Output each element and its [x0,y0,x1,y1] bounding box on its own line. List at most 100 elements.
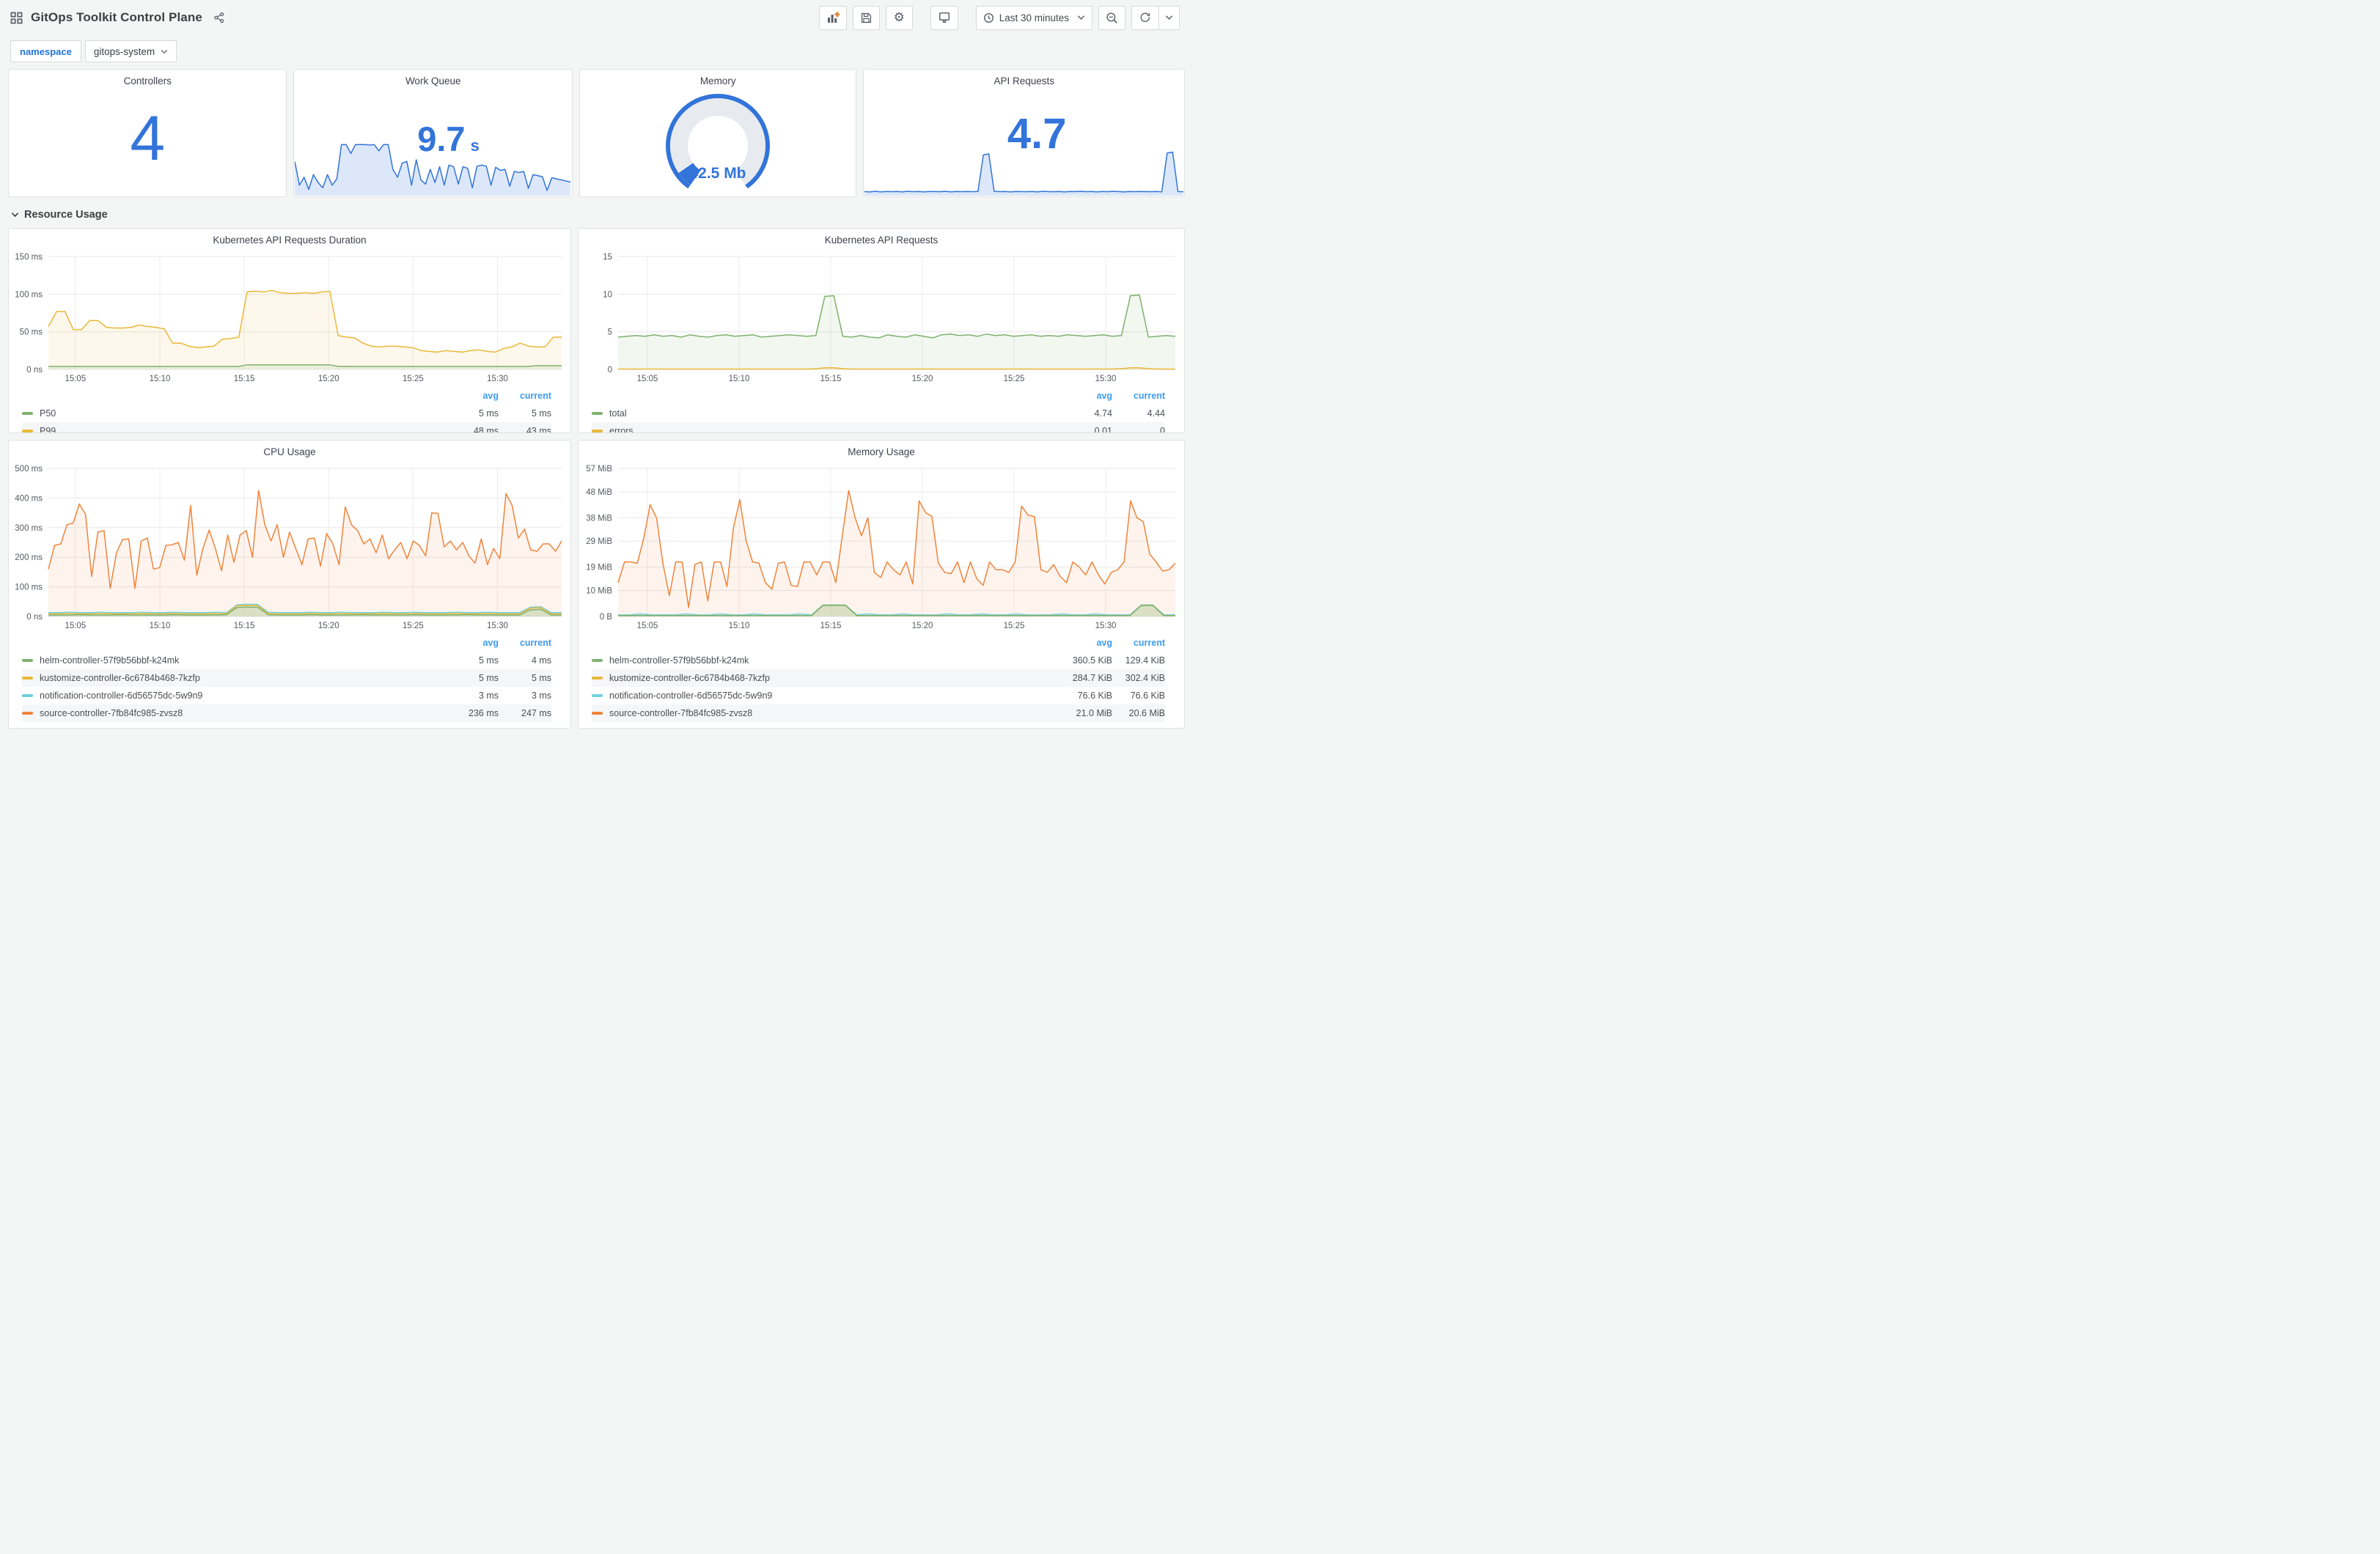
add-panel-button[interactable] [818,5,847,30]
legend-value: 48 ms [473,426,499,433]
legend-value: 21.0 MiB [1076,708,1112,718]
legend-series-name[interactable]: notification-controller-6d56575dc-5w9n9 [40,691,203,701]
legend-value: 5 ms [531,673,552,683]
svg-text:15:25: 15:25 [1004,375,1025,383]
legend-value: 5 ms [531,408,552,419]
legend-series-name[interactable]: P50 [40,408,56,419]
legend-sort-avg[interactable]: avg [1096,638,1112,648]
refresh-interval-caret[interactable] [1158,6,1179,29]
chevron-down-icon [161,49,168,54]
svg-text:100 ms: 100 ms [15,290,43,299]
legend-sort-current[interactable]: current [519,391,552,401]
legend-series-name[interactable]: errors [609,426,633,433]
svg-text:15:25: 15:25 [1004,622,1025,630]
dashboard-grid-icon[interactable] [10,12,23,24]
legend-series-name[interactable]: source-controller-7fb84fc985-zvsz8 [40,708,183,718]
k8s-api-requests-duration-chart[interactable]: 0 ns 50 ms 100 ms 150 ms 15:05 15:10 15:15 15:2… [9,251,570,386]
legend-value: 5 ms [478,408,499,419]
svg-text:19 MiB: 19 MiB [586,564,612,572]
namespace-variable-dropdown[interactable]: gitops-system [84,40,177,62]
chart-legend: avg current total 4.74 4.44 errors 0.01 0 [579,386,1184,433]
legend-value: 284.7 KiB [1072,673,1112,683]
series-color-dash [592,712,603,715]
legend-series-name[interactable]: source-controller-7fb84fc985-zvsz8 [609,708,753,718]
panel-memory-usage: Memory Usage 0 B 10 MiB 19 MiB 29 MiB 38 MiB… [578,440,1185,729]
time-range-picker[interactable]: Last 30 minutes [975,5,1092,30]
stat-unit: s [470,136,480,155]
panel-title[interactable]: Memory Usage [848,446,915,457]
legend-row: errors 0.01 0 [592,422,1165,433]
api-requests-sparkline[interactable] [864,150,1184,196]
panel-work-queue: Work Queue 9.7 s [293,69,573,197]
top-navbar: GitOps Toolkit Control Plane ⚙ [0,0,1190,35]
svg-text:15:15: 15:15 [234,375,255,383]
legend-row: kustomize-controller-6c6784b468-7kzfp 284… [592,669,1165,687]
panel-title[interactable]: Kubernetes API Requests Duration [213,235,367,246]
panel-k8s-api-requests-duration: Kubernetes API Requests Duration 0 ns 50 … [8,228,572,433]
panel-k8s-api-requests: Kubernetes API Requests 0 5 10 15 15:05 15:10… [578,228,1185,433]
legend-value: 76.6 KiB [1130,691,1165,701]
chevron-down-icon [1077,15,1085,21]
legend-row: source-controller-7fb84fc985-zvsz8 236 ms… [22,704,552,722]
work-queue-sparkline[interactable] [294,143,571,196]
svg-text:15:05: 15:05 [637,375,658,383]
legend-series-name[interactable]: kustomize-controller-6c6784b468-7kzfp [40,673,200,683]
zoom-out-button[interactable] [1098,5,1125,30]
legend-series-name[interactable]: total [609,408,627,419]
legend-series-name[interactable]: P99 [40,426,56,433]
panel-title[interactable]: CPU Usage [263,446,316,457]
svg-text:150 ms: 150 ms [15,253,43,262]
legend-value: 0 [1160,426,1165,433]
legend-value: 3 ms [531,691,552,701]
legend-series-name[interactable]: helm-controller-57f9b56bbf-k24mk [40,655,180,666]
share-dashboard-icon[interactable] [213,12,225,23]
cycle-view-mode-button[interactable] [930,5,958,30]
svg-text:57 MiB: 57 MiB [586,465,612,474]
legend-sort-avg[interactable]: avg [1096,391,1112,401]
memory-usage-chart[interactable]: 0 B 10 MiB 19 MiB 29 MiB 38 MiB 48 MiB 57 MiB 1… [579,463,1184,633]
save-dashboard-button[interactable] [852,5,880,30]
charts-row-1: Kubernetes API Requests Duration 0 ns 50 … [8,228,1185,433]
svg-text:50 ms: 50 ms [20,328,43,337]
cpu-usage-chart[interactable]: 0 ns 100 ms 200 ms 300 ms 400 ms 500 ms 15:05 1… [9,463,570,633]
svg-text:15:25: 15:25 [403,622,424,630]
legend-sort-avg[interactable]: avg [482,638,499,648]
dashboard-title: GitOps Toolkit Control Plane [31,10,202,24]
svg-text:15:30: 15:30 [1095,622,1117,630]
series-color-dash [22,694,33,697]
legend-series-name[interactable]: helm-controller-57f9b56bbf-k24mk [609,655,749,666]
legend-sort-current[interactable]: current [519,638,552,648]
legend-sort-current[interactable]: current [1133,391,1165,401]
panel-title[interactable]: Work Queue [405,76,461,86]
svg-text:15:05: 15:05 [65,622,86,630]
legend-value: 236 ms [469,708,499,718]
svg-text:15:20: 15:20 [912,622,933,630]
series-color-dash [22,412,33,415]
namespace-variable-value: gitops-system [93,45,155,57]
svg-text:15:20: 15:20 [912,375,933,383]
row-resource-usage[interactable]: Resource Usage [11,207,1183,223]
legend-sort-current[interactable]: current [1133,638,1165,648]
panel-title[interactable]: Memory [699,76,736,86]
panel-controllers: Controllers 4 [8,69,287,197]
legend-value: 5 ms [478,673,499,683]
legend-value: 302.4 KiB [1125,673,1165,683]
legend-sort-avg[interactable]: avg [482,391,499,401]
dashboard-submenu: namespace gitops-system [0,35,1190,69]
legend-series-name[interactable]: kustomize-controller-6c6784b468-7kzfp [609,673,770,683]
k8s-api-requests-chart[interactable]: 0 5 10 15 15:05 15:10 15:15 15:20 15:25 15:30 [579,251,1184,386]
legend-row: total 4.74 4.44 [592,405,1165,422]
panel-title[interactable]: API Requests [993,76,1054,86]
series-color-dash [592,659,603,662]
panel-title[interactable]: Kubernetes API Requests [824,235,939,246]
svg-text:15:25: 15:25 [403,375,424,383]
charts-row-2: CPU Usage 0 ns 100 ms 200 ms 300 ms 400 ms 50… [8,440,1185,729]
api-requests-stat-value: 4.7 [1007,109,1067,158]
svg-text:48 MiB: 48 MiB [586,488,612,497]
dashboard-settings-button[interactable]: ⚙ [885,5,913,30]
svg-text:0 ns: 0 ns [26,366,43,375]
legend-series-name[interactable]: notification-controller-6d56575dc-5w9n9 [609,691,773,701]
panel-title[interactable]: Controllers [123,76,172,86]
refresh-button[interactable] [1132,7,1158,29]
refresh-picker [1131,5,1180,30]
